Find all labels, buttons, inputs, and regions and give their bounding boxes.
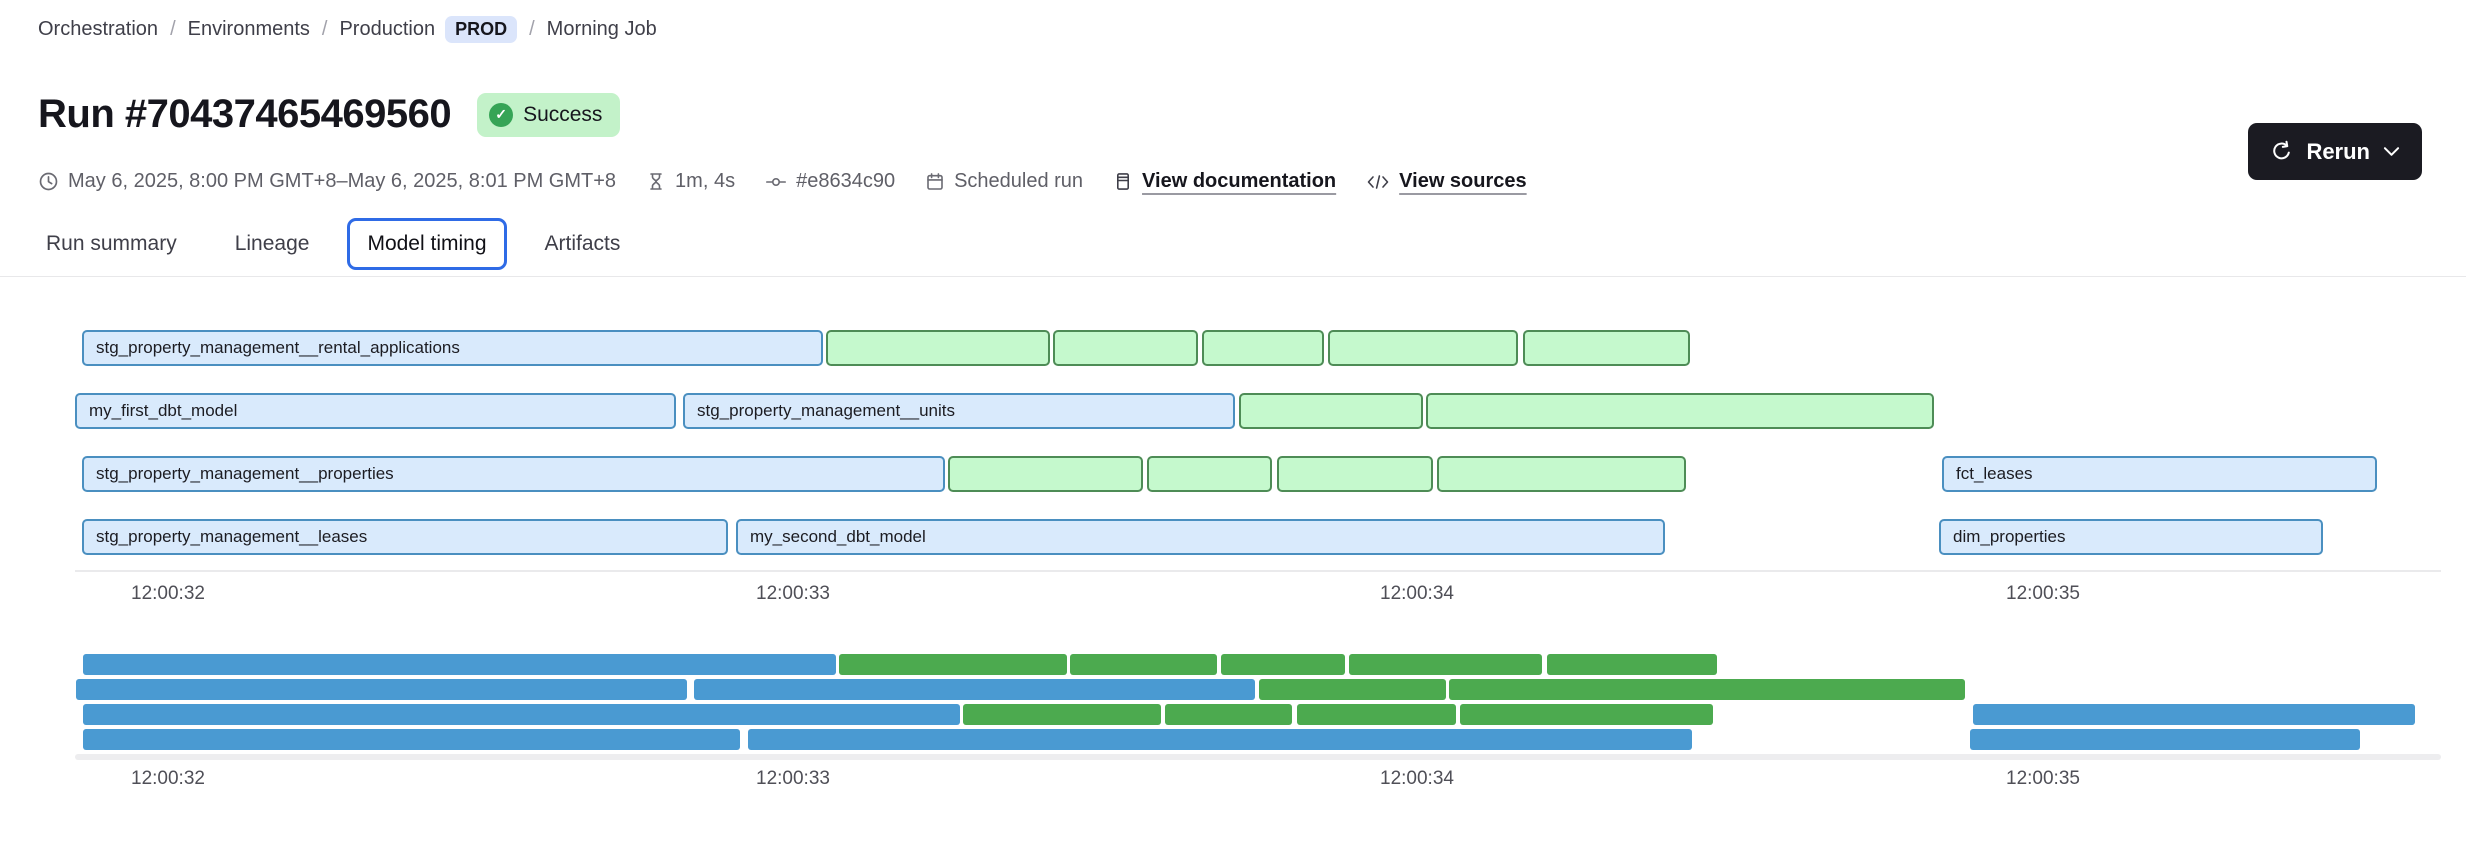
breadcrumb-environments[interactable]: Environments [187,18,310,40]
gantt-bar[interactable] [1426,393,1934,429]
time-tick: 12:00:32 [131,583,205,604]
minimap-bar [1221,654,1346,675]
minimap-bar [1258,679,1446,700]
bar-label: dim_properties [1953,527,2066,546]
gantt-bar[interactable] [948,456,1143,492]
bar-label: fct_leases [1956,464,2033,483]
view-sources-link[interactable]: View sources [1366,170,1527,193]
code-icon [1367,174,1389,189]
rerun-label: Rerun [2306,138,2370,164]
minimap-bar [1165,704,1293,725]
gantt-bar[interactable]: stg_property_management__units [683,393,1235,429]
bar-label: my_second_dbt_model [750,527,926,546]
status-label: Success [523,102,603,126]
breadcrumb-separator: / [170,18,176,40]
bar-label: stg_property_management__units [697,401,955,420]
rerun-button[interactable]: Rerun [2248,123,2422,180]
gantt-bar[interactable] [1437,456,1686,492]
gantt-bar[interactable]: stg_property_management__rental_applicat… [82,330,823,366]
minimap-bar [1547,654,1718,675]
bar-label: stg_property_management__leases [96,527,368,546]
gantt-bar[interactable] [1328,330,1518,366]
run-trigger: Scheduled run [925,170,1083,193]
breadcrumb-orchestration[interactable]: Orchestration [38,18,159,40]
minimap-bar [83,654,837,675]
minimap-bar [1459,704,1713,725]
gantt-bar[interactable]: stg_property_management__properties [82,456,945,492]
gantt-bar[interactable]: fct_leases [1942,456,2377,492]
gantt-bar[interactable] [1053,330,1198,366]
minimap-bar [1973,704,2416,725]
tab-bar: Run summary Lineage Model timing Artifac… [26,218,640,270]
time-tick: 12:00:34 [1380,583,1454,604]
bar-label: my_first_dbt_model [89,401,238,420]
gantt-bar[interactable] [1147,456,1272,492]
clock-icon [39,172,58,191]
run-time-range: May 6, 2025, 8:00 PM GMT+8–May 6, 2025, … [38,170,616,193]
time-tick: 12:00:33 [756,768,830,789]
page-title: Run #70437465469560 [38,92,452,136]
run-metadata: May 6, 2025, 8:00 PM GMT+8–May 6, 2025, … [38,170,1527,193]
calendar-icon [927,173,943,190]
time-tick: 12:00:32 [131,768,205,789]
success-check-icon: ✓ [489,102,514,127]
breadcrumb-production[interactable]: Production [339,18,436,40]
title-row: Run #70437465469560 ✓ Success [38,92,621,137]
minimap-bar [83,729,740,750]
gantt-bar[interactable] [1202,330,1324,366]
view-documentation-link[interactable]: View documentation [1113,170,1336,193]
minimap-bar [963,704,1162,725]
time-tick: 12:00:33 [756,583,830,604]
hourglass-icon [650,173,662,190]
chevron-down-icon[interactable] [2383,146,2400,157]
minimap-bar [1069,654,1218,675]
minimap-bar [747,729,1692,750]
tab-lineage[interactable]: Lineage [234,232,310,255]
document-icon [1117,173,1130,190]
rerun-refresh-icon [2273,140,2291,160]
breadcrumb: Orchestration / Environments / Productio… [38,16,657,43]
time-tick: 12:00:34 [1380,768,1454,789]
status-badge: ✓ Success [477,92,621,137]
tab-run-summary[interactable]: Run summary [46,232,177,255]
gantt-axis-line [75,570,2441,572]
tab-model-timing[interactable]: Model timing [347,218,507,270]
run-duration: 1m, 4s [646,170,735,193]
gantt-bar[interactable] [1277,456,1433,492]
bar-label: stg_property_management__rental_applicat… [96,338,460,357]
gantt-bar[interactable]: my_second_dbt_model [736,519,1665,555]
gantt-bar[interactable]: dim_properties [1939,519,2323,555]
environment-badge: PROD [445,16,518,43]
bar-label: stg_property_management__properties [96,464,394,483]
tabs-divider [0,276,2466,277]
minimap-bar [1297,704,1456,725]
minimap-track[interactable] [75,754,2441,760]
time-tick: 12:00:35 [2006,583,2080,604]
minimap-bar [839,654,1067,675]
tab-artifacts[interactable]: Artifacts [544,232,621,255]
git-commit-icon [766,177,787,186]
gantt-bar[interactable] [1239,393,1423,429]
minimap-bar [1970,729,2361,750]
gantt-bar[interactable]: stg_property_management__leases [82,519,728,555]
minimap-bar [1349,654,1543,675]
breadcrumb-separator: / [321,18,328,40]
breadcrumb-separator: / [529,18,535,40]
breadcrumb-morning-job[interactable]: Morning Job [546,18,657,40]
minimap-bar [1448,679,1965,700]
time-tick: 12:00:35 [2006,768,2080,789]
gantt-bar[interactable]: my_first_dbt_model [75,393,676,429]
gantt-bar[interactable] [826,330,1050,366]
minimap-bar [693,679,1255,700]
gantt-bar[interactable] [1523,330,1690,366]
minimap-bar [76,679,687,700]
commit-hash: #e8634c90 [765,170,895,193]
minimap-bar [83,704,961,725]
